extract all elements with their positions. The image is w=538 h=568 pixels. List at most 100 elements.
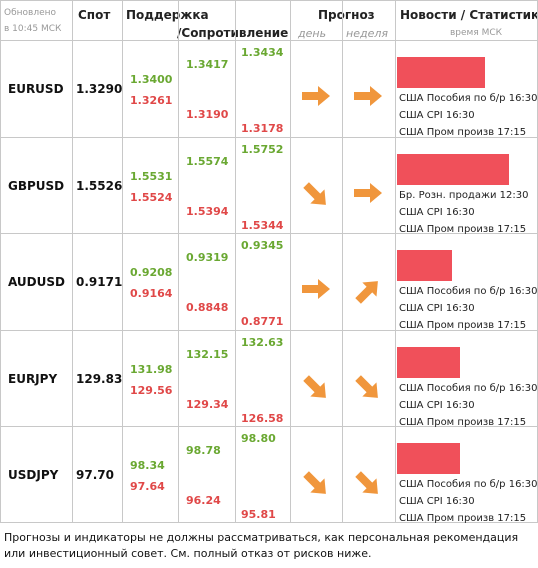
news-item: США Пром произв 17:15 xyxy=(399,127,527,138)
updated-label: Обновлено xyxy=(4,8,57,18)
week-arrow xyxy=(354,183,382,203)
pair: EURJPY xyxy=(8,372,58,386)
news-item: США Пособия по б/р 16:30 xyxy=(399,286,538,297)
green-level: 0.9208 xyxy=(130,266,173,279)
news-item: США Пром произв 17:15 xyxy=(399,417,527,428)
green-level: 0.9345 xyxy=(241,239,284,252)
row-border xyxy=(0,330,538,331)
column-border xyxy=(122,0,123,522)
column-border xyxy=(72,0,73,522)
arrow-shape xyxy=(355,281,378,304)
column-border xyxy=(342,0,343,522)
row-border xyxy=(0,426,538,427)
spot: 129.83 xyxy=(76,372,123,386)
red-level: 0.8848 xyxy=(186,301,229,314)
disclaimer: Прогнозы и индикаторы не должны рассматр… xyxy=(4,531,519,560)
red-level: 129.34 xyxy=(186,398,229,411)
week-arrow xyxy=(354,86,382,106)
green-level: 131.98 xyxy=(130,363,173,376)
green-level: 1.5531 xyxy=(130,170,173,183)
pair: GBPUSD xyxy=(8,179,65,193)
spot: 1.5526 xyxy=(76,179,123,193)
arrow-shape xyxy=(354,86,382,106)
green-level: 98.34 xyxy=(130,459,165,472)
red-level: 1.3178 xyxy=(241,122,284,135)
row-border xyxy=(0,522,538,523)
news-item: Бр. Розн. продажи 12:30 xyxy=(399,190,529,201)
green-level: 98.80 xyxy=(241,432,276,445)
week-arrow xyxy=(355,281,378,304)
pair: USDJPY xyxy=(8,468,59,482)
news-bar xyxy=(397,250,453,281)
spot: 1.3290 xyxy=(76,82,123,96)
day-arrow xyxy=(303,471,326,494)
news-item: США CPI 16:30 xyxy=(399,496,475,507)
green-level: 1.3417 xyxy=(186,58,229,71)
news-item: США Пром произв 17:15 xyxy=(399,320,527,331)
row-border xyxy=(0,233,538,234)
red-level: 97.64 xyxy=(130,480,165,493)
arrow-shape xyxy=(303,375,326,398)
green-level: 0.9319 xyxy=(186,251,229,264)
support-header: Поддержка xyxy=(126,8,209,22)
arrow-shape xyxy=(355,471,378,494)
arrow-shape xyxy=(303,471,326,494)
news-item: США Пром произв 17:15 xyxy=(399,224,527,235)
updated-time: в 10:45 МСК xyxy=(4,24,62,34)
week-arrow xyxy=(355,375,378,398)
red-level: 1.5524 xyxy=(130,191,173,204)
green-level: 1.5574 xyxy=(186,155,229,168)
news-bar xyxy=(397,57,486,88)
news-item: США Пособия по б/р 16:30 xyxy=(399,383,538,394)
column-border xyxy=(395,0,396,522)
red-level: 95.81 xyxy=(241,508,276,521)
column-border xyxy=(178,0,179,522)
day-arrow xyxy=(302,279,330,299)
arrow-shape xyxy=(303,182,326,205)
resistance-header: /Сопротивление xyxy=(177,26,289,40)
arrow-shape xyxy=(302,279,330,299)
news-bar xyxy=(397,443,461,474)
row-border xyxy=(0,0,538,1)
red-level: 0.9164 xyxy=(130,287,173,300)
news-item: США CPI 16:30 xyxy=(399,400,475,411)
column-border xyxy=(0,0,1,522)
spot: 97.70 xyxy=(76,468,114,482)
red-level: 1.5344 xyxy=(241,219,284,232)
arrow-shape xyxy=(354,183,382,203)
news-bar xyxy=(397,347,461,378)
red-level: 129.56 xyxy=(130,384,173,397)
week-header: неделя xyxy=(346,27,388,40)
green-level: 98.78 xyxy=(186,444,221,457)
news-time-header: время МСК xyxy=(450,28,503,38)
news-bar xyxy=(397,154,509,185)
pair: EURUSD xyxy=(8,82,64,96)
news-item: США CPI 16:30 xyxy=(399,110,475,121)
red-level: 96.24 xyxy=(186,494,221,507)
day-arrow xyxy=(302,86,330,106)
column-border xyxy=(290,0,291,522)
red-level: 1.3190 xyxy=(186,108,229,121)
forecast-header: Прогноз xyxy=(318,8,375,22)
news-item: США Пром произв 17:15 xyxy=(399,513,527,524)
week-arrow xyxy=(355,471,378,494)
arrow-shape xyxy=(355,375,378,398)
green-level: 1.3434 xyxy=(241,46,284,59)
red-level: 0.8771 xyxy=(241,315,284,328)
spot-header: Спот xyxy=(78,8,111,22)
news-item: США Пособия по б/р 16:30 xyxy=(399,479,538,490)
day-header: день xyxy=(298,27,327,40)
row-border xyxy=(0,137,538,138)
green-level: 132.63 xyxy=(241,336,284,349)
day-arrow xyxy=(303,375,326,398)
column-border xyxy=(235,0,236,522)
pair: AUDUSD xyxy=(8,275,65,289)
green-level: 1.5752 xyxy=(241,143,284,156)
row-border xyxy=(0,40,538,41)
day-arrow xyxy=(303,182,326,205)
news-item: США CPI 16:30 xyxy=(399,207,475,218)
news-item: США CPI 16:30 xyxy=(399,303,475,314)
green-level: 132.15 xyxy=(186,348,229,361)
red-level: 1.5394 xyxy=(186,205,229,218)
